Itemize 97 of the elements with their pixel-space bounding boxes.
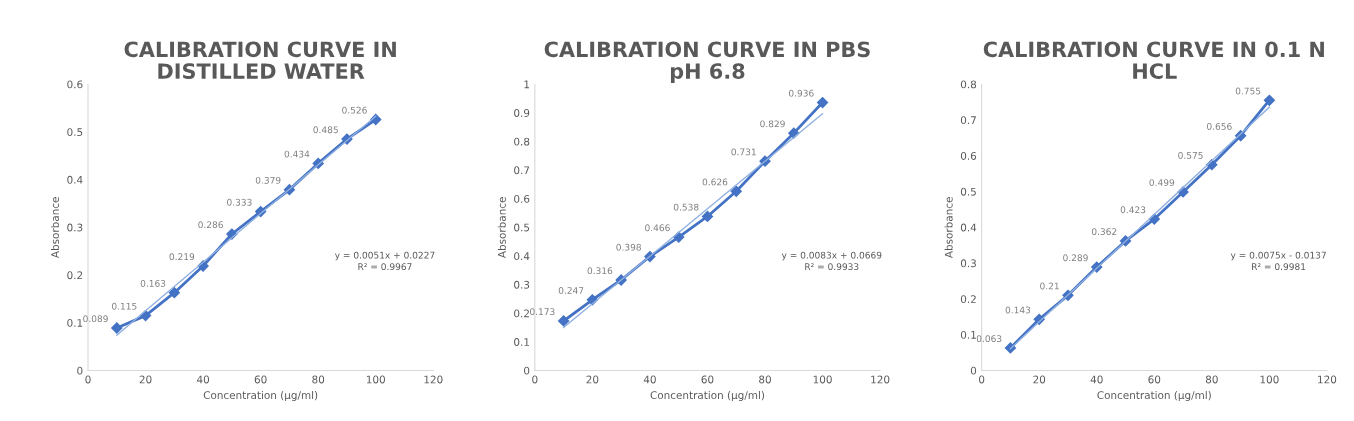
x-tick-label: 100 (813, 375, 832, 384)
y-tick-label: 0.2 (960, 295, 976, 304)
annotation: y = 0.0075x - 0.0137 R² = 0.9981 (1230, 251, 1326, 271)
data-label: 0.434 (284, 150, 310, 158)
x-axis-title: Concentration (µg/ml) (650, 390, 765, 402)
x-tick-label: 80 (312, 375, 325, 384)
y-tick-label: 0.3 (514, 280, 530, 289)
data-label: 0.466 (645, 224, 670, 232)
data-label: 0.173 (530, 308, 555, 316)
data-label: 0.829 (760, 120, 785, 128)
data-label: 0.289 (1063, 254, 1088, 262)
data-label: 0.538 (673, 203, 699, 211)
y-axis-title: Absorbance (944, 197, 953, 259)
y-tick-label: 0 (970, 366, 977, 375)
y-tick-label: 0.4 (960, 223, 977, 232)
chart-title: CALIBRATION CURVE IN 0.1 N HCL (983, 41, 1324, 79)
y-tick-label: 0.1 (960, 330, 976, 339)
y-tick-label: 0.9 (514, 109, 530, 117)
data-label: 0.423 (1120, 206, 1146, 214)
x-tick-label: 20 (586, 375, 599, 384)
data-label: 0.219 (169, 253, 195, 261)
data-label: 0.163 (140, 279, 166, 287)
y-tick-label: 0.7 (960, 116, 976, 125)
y-tick-label: 0.6 (67, 80, 83, 89)
x-tick-label: 120 (424, 375, 443, 384)
chart-title: CALIBRATION CURVE IN DISTILLED WATER (124, 41, 396, 79)
data-label: 0.247 (558, 287, 584, 294)
x-tick-label: 0 (532, 375, 538, 384)
x-tick-label: 0 (85, 375, 91, 384)
x-tick-label: 20 (1033, 375, 1046, 384)
y-tick-label: 0.3 (960, 259, 976, 268)
point (816, 96, 829, 109)
x-tick-label: 100 (1260, 375, 1279, 384)
point (168, 287, 180, 299)
data-label: 0.485 (313, 126, 338, 134)
y-tick-label: 0.5 (514, 223, 530, 232)
y-tick-label: 0.2 (514, 309, 529, 318)
x-tick-label: 40 (643, 375, 656, 384)
chart-title: CALIBRATION CURVE IN PBS pH 6.8 (544, 41, 870, 83)
data-label: 0.379 (255, 176, 281, 184)
y-tick-label: 0 (524, 366, 530, 375)
y-tick-label: 0.8 (960, 80, 977, 89)
y-tick-label: 0.8 (514, 137, 530, 146)
data-label: 0.499 (1149, 179, 1175, 186)
data-label: 0.063 (976, 335, 1002, 343)
data-label: 0.089 (83, 315, 108, 323)
y-tick-label: 0.4 (514, 252, 530, 261)
data-label: 0.526 (342, 106, 367, 114)
y-tick-label: 0.4 (67, 175, 83, 184)
point (111, 322, 123, 334)
point (701, 210, 714, 223)
y-tick-label: 1 (524, 80, 530, 89)
point (1263, 94, 1275, 106)
x-tick-label: 60 (1148, 375, 1161, 384)
y-tick-label: 0.6 (514, 194, 530, 203)
data-label: 0.936 (788, 89, 814, 97)
x-tick-label: 120 (1318, 375, 1337, 384)
x-tick-label: 80 (759, 375, 771, 384)
data-label: 0.333 (227, 198, 252, 206)
y-axis-title: Absorbance (50, 197, 60, 259)
y-tick-label: 0.1 (67, 318, 83, 327)
data-label: 0.316 (587, 267, 613, 275)
x-tick-label: 60 (701, 375, 714, 384)
y-tick-label: 0.6 (960, 152, 977, 160)
annotation: y = 0.0083x + 0.0669 R² = 0.9933 (781, 251, 882, 271)
data-label: 0.362 (1091, 228, 1117, 236)
point (730, 185, 742, 197)
data-label: 0.656 (1207, 122, 1232, 130)
x-axis-title: Concentration (µg/ml) (203, 390, 318, 402)
data-label: 0.286 (198, 221, 223, 229)
x-tick-label: 80 (1205, 375, 1218, 384)
data-label: 0.143 (1005, 306, 1031, 314)
point (557, 315, 570, 327)
data-label: 0.21 (1040, 282, 1059, 290)
x-tick-label: 0 (979, 375, 985, 384)
y-tick-label: 0.1 (514, 338, 530, 346)
x-tick-label: 60 (254, 375, 267, 384)
x-tick-label: 100 (366, 375, 385, 384)
y-tick-label: 0.5 (960, 187, 976, 196)
y-tick-label: 0.7 (514, 166, 530, 175)
y-tick-label: 0.2 (67, 271, 83, 280)
y-tick-label: 0 (77, 366, 83, 375)
x-axis-title: Concentration (µg/ml) (1097, 390, 1211, 402)
annotation: y = 0.0051x + 0.0227 R² = 0.9967 (334, 251, 435, 271)
y-tick-label: 0.3 (67, 223, 83, 232)
data-label: 0.115 (111, 302, 137, 310)
data-label: 0.731 (731, 148, 756, 156)
data-label: 0.575 (1178, 151, 1203, 159)
x-tick-label: 20 (139, 375, 152, 384)
y-tick-label: 0.5 (67, 128, 83, 137)
data-label: 0.626 (702, 178, 728, 186)
x-tick-label: 120 (871, 375, 890, 384)
y-axis-title: Absorbance (497, 197, 506, 259)
x-tick-label: 40 (1090, 375, 1103, 384)
data-label: 0.398 (616, 243, 641, 251)
data-label: 0.755 (1235, 87, 1261, 95)
x-tick-label: 40 (196, 375, 210, 384)
